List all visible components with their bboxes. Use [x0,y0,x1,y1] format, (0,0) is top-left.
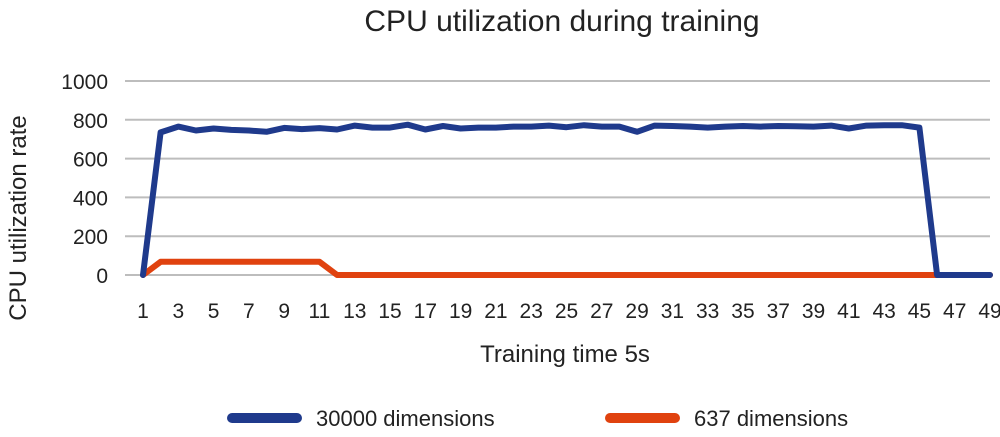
x-tick-label: 19 [449,300,472,323]
x-tick-label: 33 [696,300,719,323]
x-tick-label: 43 [872,300,895,323]
series-line-0 [140,121,993,278]
x-tick-label: 3 [172,300,184,323]
x-tick-label: 15 [378,300,401,323]
x-tick-label: 21 [484,300,507,323]
x-tick-label: 11 [309,300,331,323]
legend-label: 30000 dimensions [316,406,495,431]
x-tick-label: 47 [943,300,966,323]
y-tick-label: 0 [96,265,108,288]
gridlines [125,80,990,276]
legend: 30000 dimensions 637 dimensions [227,406,848,431]
x-tick-label: 23 [520,300,543,323]
x-tick-label: 1 [137,300,149,323]
x-tick-label: 41 [837,300,860,323]
x-tick-label: 5 [208,300,220,323]
series-lines [140,121,993,278]
x-tick-label: 49 [978,300,1000,323]
y-tick-label: 1000 [61,71,108,94]
y-axis-label: CPU utilization rate [5,115,32,320]
x-tick-labels: 1 3 5 7 9 11 13 15 17 19 21 23 25 27 29 31 33 35 37 39 41 43 4… [137,300,1000,323]
x-tick-label: 29 [625,300,648,323]
x-tick-label: 27 [590,300,613,323]
x-tick-label: 17 [414,300,437,323]
y-tick-label: 800 [73,110,108,133]
y-tick-label: 200 [73,226,108,249]
series-line-1 [140,258,993,278]
x-tick-label: 35 [731,300,754,323]
chart-title: CPU utilization during training [364,5,759,38]
x-tick-label: 45 [908,300,931,323]
x-tick-label: 31 [661,300,684,323]
y-tick-labels: 0 200 400 600 800 1000 [61,71,108,288]
x-axis-label: Training time 5s [480,341,650,368]
x-tick-label: 37 [767,300,790,323]
x-tick-label: 39 [802,300,825,323]
x-tick-label: 7 [243,300,255,323]
x-tick-label: 25 [555,300,578,323]
y-tick-label: 400 [73,187,108,210]
legend-label: 637 dimensions [694,406,848,431]
x-tick-label: 13 [343,300,366,323]
x-tick-label: 9 [278,300,290,323]
y-tick-label: 600 [73,149,108,172]
